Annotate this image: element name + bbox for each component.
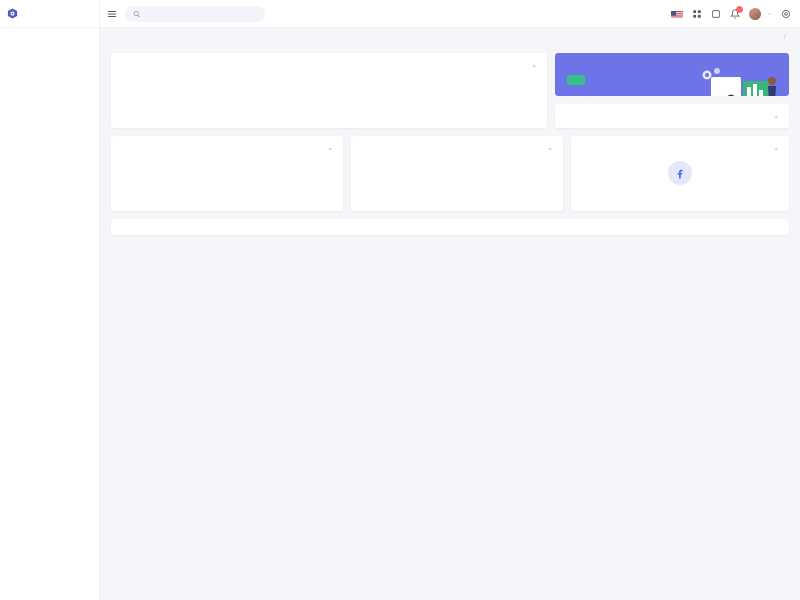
hamburger-icon[interactable] [106,8,118,20]
selling-sort-dropdown[interactable]: ⌄ [773,112,779,120]
hexagon-logo-icon [7,8,18,19]
users-card-header: ⌄ [121,144,333,152]
user-menu[interactable]: ⌄ [748,7,772,20]
chevron-down-icon: ⌄ [531,62,537,69]
sidebar [0,0,100,600]
promo-banner [555,53,789,96]
breadcrumb-separator: / [784,34,786,41]
latest-transaction-card [111,219,789,235]
avatar [748,7,761,20]
page-header: / [100,28,800,45]
topbar: ⌄ [100,0,800,28]
brand[interactable] [0,0,99,28]
fullscreen-icon[interactable] [711,9,721,19]
sidebar-nav [0,28,99,35]
facebook-icon [668,161,692,185]
gear-icon[interactable] [781,9,791,19]
sales-card-header: ⌄ [121,61,537,69]
main-area: ⌄ / [100,0,800,600]
grid-apps-icon[interactable] [692,9,702,19]
search-input[interactable] [144,10,257,17]
recent-activity-card: ⌄ [351,136,563,211]
marketing-illustration-icon [702,68,776,96]
notification-count-badge [735,5,743,13]
social-filter-dropdown[interactable]: ⌄ [773,144,779,152]
chevron-down-icon: ⌄ [547,145,553,152]
activity-filter-dropdown[interactable]: ⌄ [547,144,553,152]
page-content: ⌄ [100,45,800,600]
activity-card-header: ⌄ [361,144,553,152]
search-box[interactable] [125,5,265,22]
chevron-down-icon: ⌄ [766,11,772,17]
chevron-down-icon: ⌄ [327,145,333,152]
selling-card-header: ⌄ [565,112,779,120]
search-icon [133,10,140,17]
members-filter-dropdown[interactable]: ⌄ [327,144,333,152]
topbar-actions: ⌄ [670,5,791,20]
social-card-header: ⌄ [581,144,779,152]
bell-icon[interactable] [729,5,743,19]
us-flag-icon[interactable] [670,10,683,18]
sales-analytics-card: ⌄ [111,53,547,128]
chevron-down-icon: ⌄ [773,145,779,152]
widgets-row: ⌄ ⌄ [111,136,789,211]
sales-sort-dropdown[interactable]: ⌄ [531,61,537,69]
upgrade-account-button[interactable] [567,75,585,85]
breadcrumb: / [781,34,789,41]
social-source-card: ⌄ [571,136,789,211]
top-selling-card: ⌄ [555,104,789,128]
top-users-card: ⌄ [111,136,343,211]
chevron-down-icon: ⌄ [773,113,779,120]
analytics-row: ⌄ [111,53,789,128]
